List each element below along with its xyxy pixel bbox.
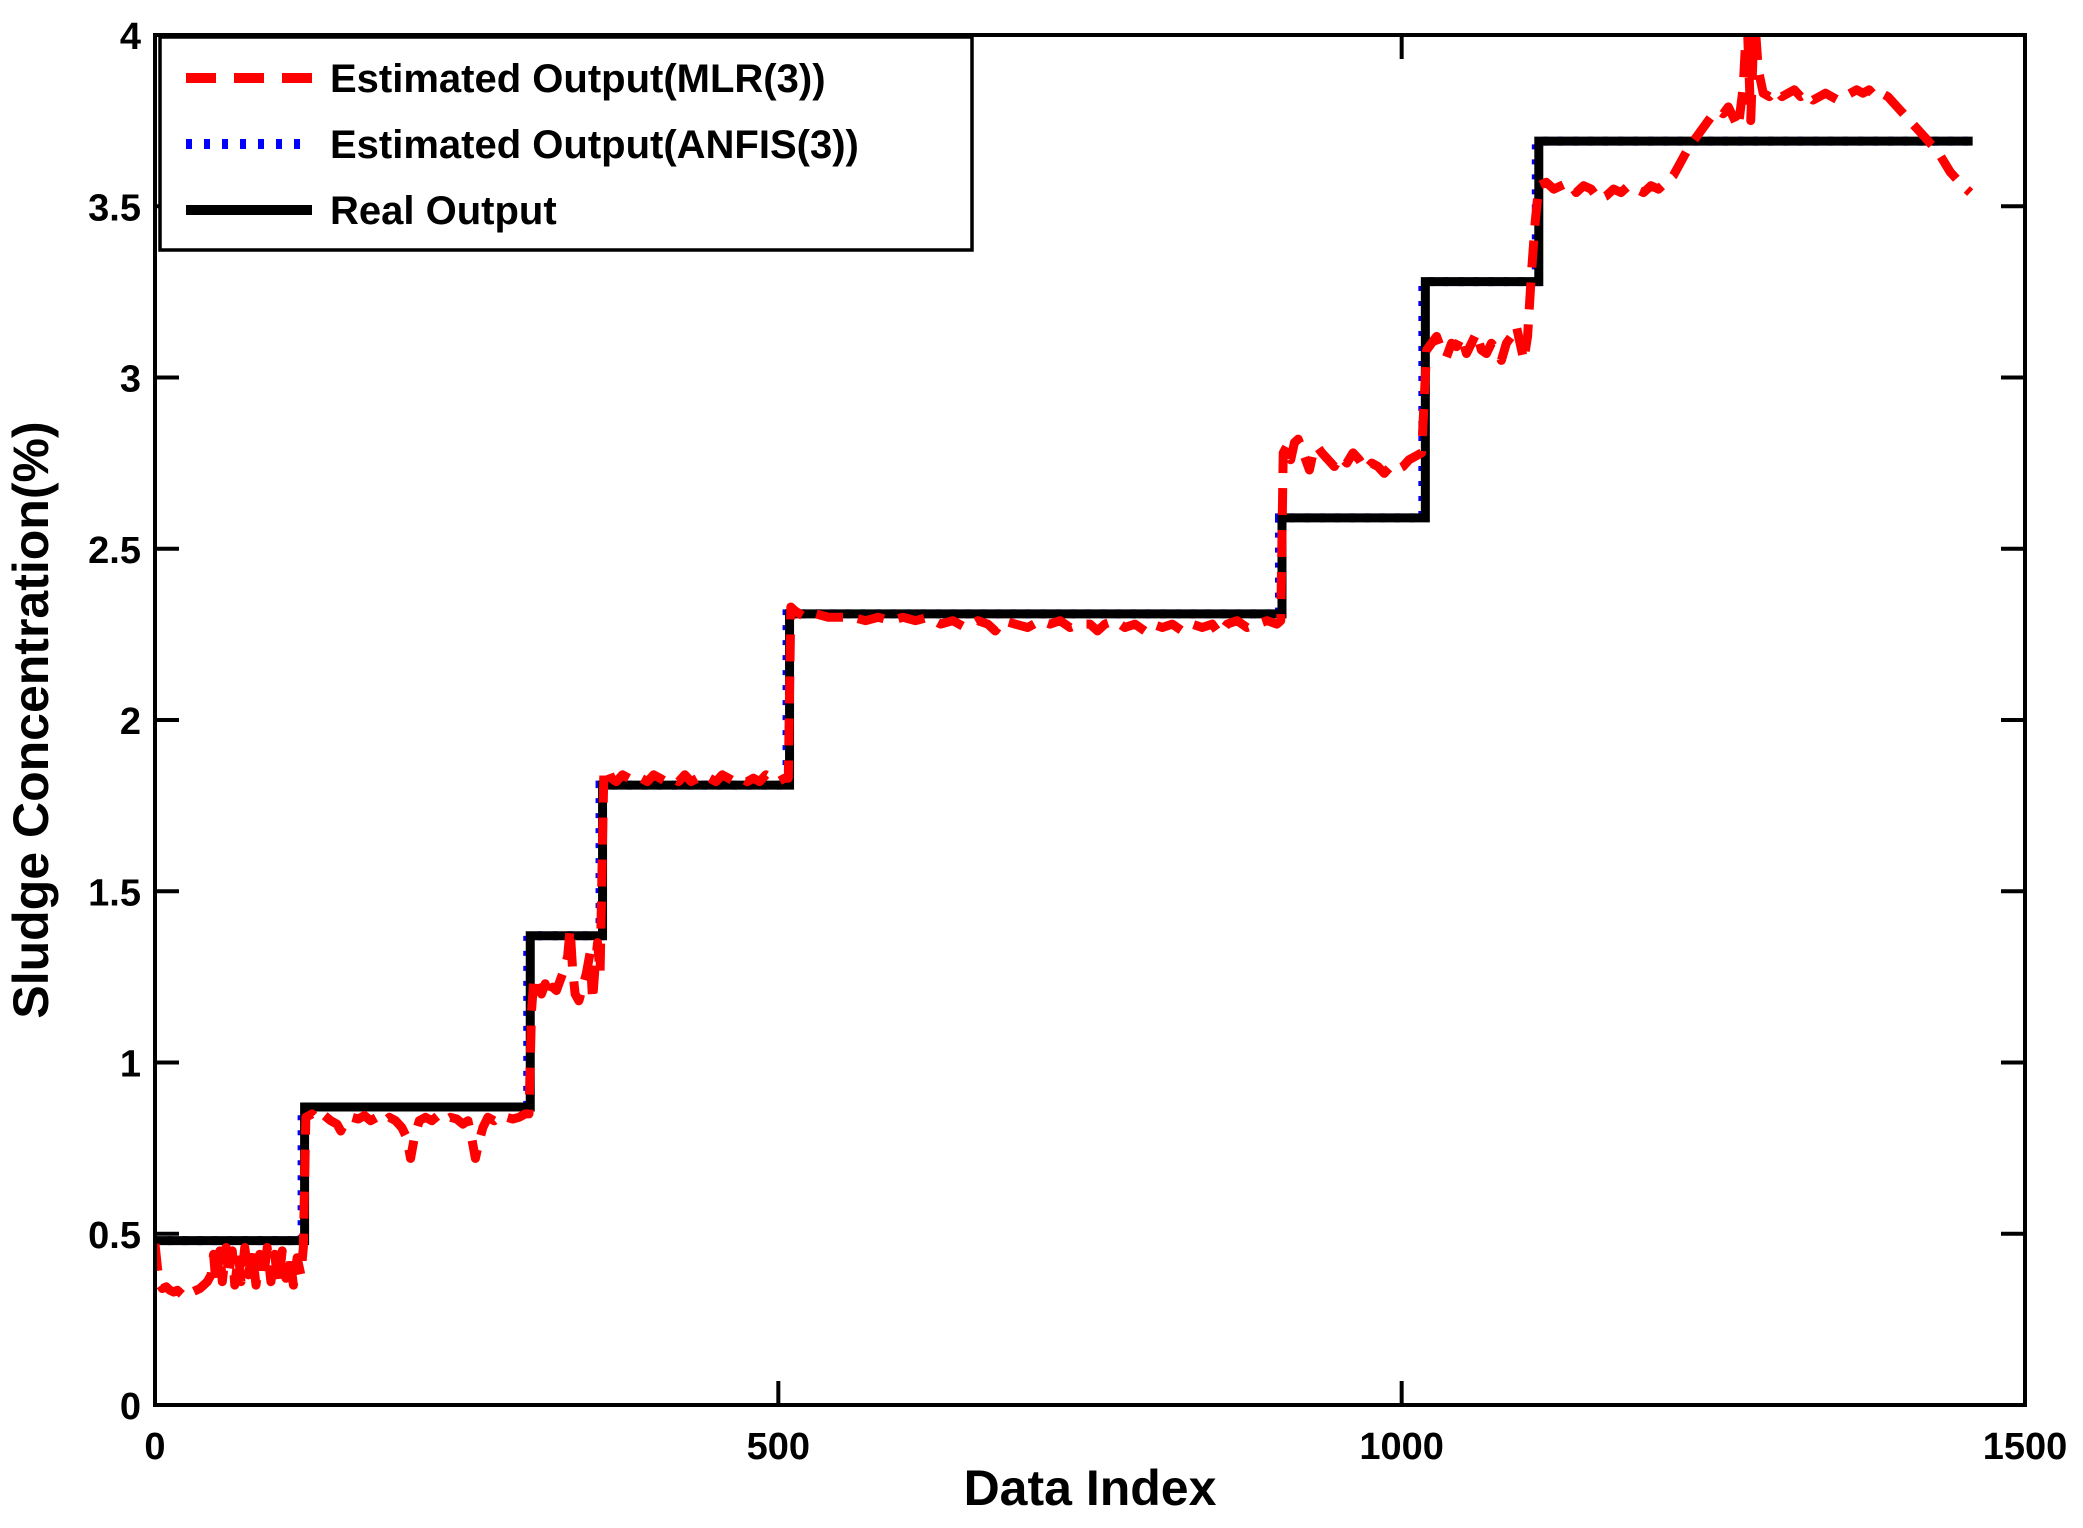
y-tick-label-3: 3 (120, 359, 141, 401)
mlr-series-line (155, 35, 1974, 1302)
y-tick-label-2: 2 (120, 701, 141, 743)
y-tick-label-0: 0 (120, 1386, 141, 1428)
x-tick-label-0: 0 (144, 1426, 165, 1468)
x-axis-label: Data Index (964, 1460, 1217, 1516)
legend: Estimated Output(MLR(3)) Estimated Outpu… (158, 35, 974, 252)
legend-label-real: Real Output (330, 189, 557, 233)
y-tick-label-1.5: 1.5 (88, 872, 141, 914)
y-tick-label-4: 4 (120, 16, 141, 58)
legend-label-anfis: Estimated Output(ANFIS(3)) (330, 123, 859, 167)
x-tick-label-1500: 1500 (1983, 1426, 2068, 1468)
y-tick-label-1: 1 (120, 1044, 141, 1086)
x-tick-label-1000: 1000 (1359, 1426, 1444, 1468)
y-tick-label-0.5: 0.5 (88, 1215, 141, 1257)
plot-area (155, 35, 2025, 1405)
y-tick-label-3.5: 3.5 (88, 187, 141, 229)
y-axis-label: Sludge Concentration(%) (3, 421, 59, 1018)
x-tick-label-500: 500 (747, 1426, 810, 1468)
axis-tick-labels: 0 500 1000 1500 0 0.5 1 1.5 2 2.5 3 3.5 4 (88, 16, 2067, 1468)
legend-label-mlr: Estimated Output(MLR(3)) (330, 57, 826, 101)
y-tick-label-2.5: 2.5 (88, 530, 141, 572)
series-group (155, 35, 1974, 1302)
